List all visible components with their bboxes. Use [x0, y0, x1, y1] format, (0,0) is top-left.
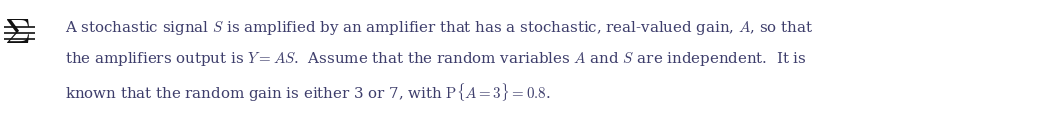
Text: known that the random gain is either 3 or 7, with $\mathrm{P}\{A = 3\} = 0.8$.: known that the random gain is either 3 o… [65, 81, 551, 103]
Text: A stochastic signal $S$ is amplified by an amplifier that has a stochastic, real: A stochastic signal $S$ is amplified by … [65, 19, 812, 37]
Text: $\mathbf{\Sigma}$: $\mathbf{\Sigma}$ [4, 16, 30, 50]
Text: the amplifiers output is $Y = AS$.  Assume that the random variables $A$ and $S$: the amplifiers output is $Y = AS$. Assum… [65, 50, 806, 68]
